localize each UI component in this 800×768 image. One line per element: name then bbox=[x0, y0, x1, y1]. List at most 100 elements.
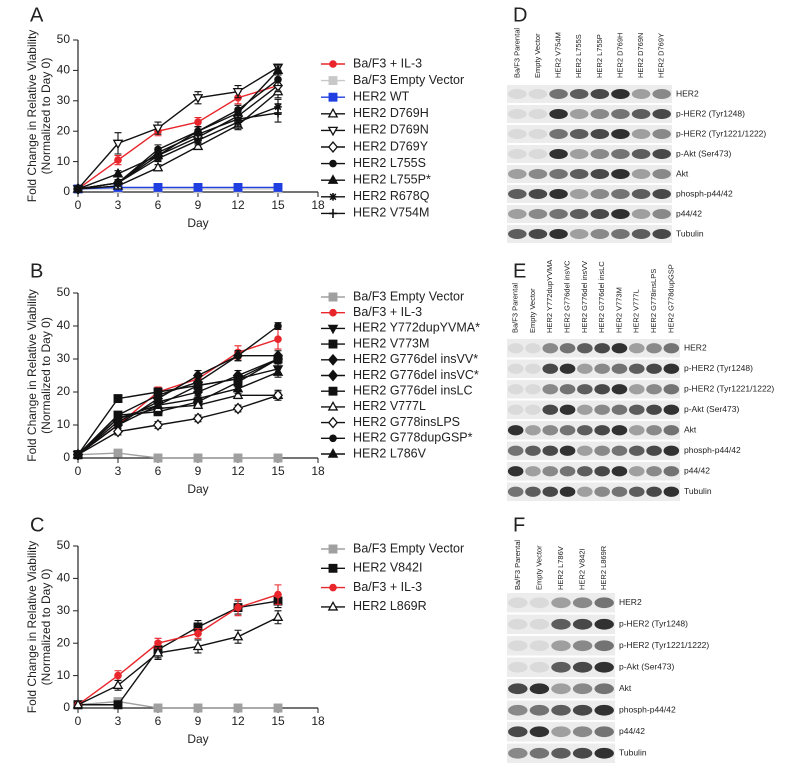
legend-marker bbox=[327, 400, 339, 411]
marker bbox=[152, 399, 164, 409]
blot-band bbox=[507, 404, 524, 415]
marker bbox=[114, 178, 122, 188]
marker bbox=[232, 389, 244, 399]
blot-band bbox=[628, 363, 645, 374]
y-tick-label: 20 bbox=[57, 123, 71, 137]
blot-band bbox=[628, 343, 645, 354]
marker bbox=[274, 590, 282, 599]
band-label: phosph-p44/42 bbox=[676, 188, 733, 198]
blot-band bbox=[631, 129, 651, 139]
blot-band bbox=[508, 149, 527, 159]
legend-label: Ba/F3 Empty Vector bbox=[353, 73, 464, 87]
legend-label: HER2 V754M bbox=[353, 206, 429, 220]
blot-band bbox=[507, 363, 524, 374]
blot-band bbox=[551, 597, 571, 609]
marker bbox=[234, 603, 242, 612]
blot-band bbox=[590, 109, 610, 119]
blot-band bbox=[569, 209, 589, 219]
blot-band bbox=[590, 149, 610, 159]
marker bbox=[272, 611, 284, 621]
lane-label: HER2 L869R bbox=[599, 545, 608, 590]
marker bbox=[234, 114, 242, 124]
lane-label: HER2 D769Y bbox=[657, 33, 666, 78]
blot-band bbox=[572, 704, 593, 716]
blot-band bbox=[628, 384, 645, 395]
lane-label: HER2 G776del insVV bbox=[580, 261, 589, 333]
blot-band bbox=[528, 89, 548, 99]
marker bbox=[154, 639, 162, 647]
series-line bbox=[77, 69, 279, 190]
marker bbox=[194, 118, 202, 126]
legend-marker bbox=[329, 60, 337, 68]
x-tick-label: 6 bbox=[155, 198, 162, 212]
blot-band bbox=[652, 129, 671, 139]
y-tick-label: 10 bbox=[57, 154, 71, 168]
marker bbox=[192, 399, 204, 409]
blot-band bbox=[594, 363, 610, 374]
x-axis-label: Day bbox=[187, 482, 208, 496]
blot-band bbox=[631, 209, 651, 219]
series-line bbox=[77, 325, 279, 456]
blot-band bbox=[611, 404, 628, 415]
blot-band bbox=[525, 486, 541, 497]
legend-label: HER2 L755S bbox=[353, 156, 426, 170]
blot-band bbox=[663, 404, 680, 415]
blot-band bbox=[569, 189, 589, 199]
marker bbox=[112, 139, 124, 150]
blot-band bbox=[559, 486, 576, 497]
series-line bbox=[78, 600, 279, 706]
blot-band bbox=[529, 747, 550, 759]
blot-band bbox=[594, 445, 610, 456]
blot-band bbox=[525, 384, 541, 395]
marker bbox=[232, 630, 244, 641]
band-label: p-HER2 (Tyr1248) bbox=[619, 619, 688, 629]
lane-label: HER2 V754M bbox=[554, 32, 563, 78]
marker bbox=[112, 167, 124, 178]
blot-band bbox=[577, 343, 593, 354]
x-tick-label: 9 bbox=[195, 198, 202, 212]
y-tick-label: 30 bbox=[57, 351, 71, 365]
blot-band bbox=[529, 726, 550, 738]
marker bbox=[154, 147, 162, 158]
blot-band bbox=[569, 129, 589, 139]
marker bbox=[192, 94, 204, 104]
blot-band bbox=[663, 425, 680, 436]
blot-band bbox=[594, 486, 610, 497]
blot-band bbox=[663, 466, 680, 477]
blot-band bbox=[508, 89, 527, 99]
lane-label: HER2 V773M bbox=[614, 287, 623, 333]
blot-band bbox=[569, 149, 589, 159]
legend-marker bbox=[327, 369, 339, 382]
lane-label: HER2 L755S bbox=[574, 34, 583, 78]
band-label: Tubulin bbox=[619, 748, 647, 758]
blot-strip bbox=[507, 125, 672, 143]
marker bbox=[273, 182, 283, 192]
legend-marker bbox=[328, 76, 338, 86]
blot-band bbox=[551, 747, 571, 759]
series-line bbox=[77, 84, 279, 190]
band-label: p-HER2 (Tyr1221/1222) bbox=[676, 128, 766, 138]
marker bbox=[272, 389, 284, 402]
band-label: p44/42 bbox=[619, 726, 645, 736]
blot-band bbox=[646, 404, 662, 415]
blot-strip bbox=[507, 225, 672, 243]
marker bbox=[153, 182, 163, 192]
blot-band bbox=[529, 640, 550, 652]
band-label: phosph-p44/42 bbox=[619, 705, 676, 715]
band-label: Tubulin bbox=[676, 228, 704, 238]
marker bbox=[273, 453, 283, 463]
blot-band bbox=[628, 486, 645, 497]
blot-band bbox=[631, 89, 651, 99]
blot-band bbox=[611, 229, 630, 239]
marker bbox=[234, 351, 242, 360]
blot-band bbox=[652, 169, 671, 179]
blot-band bbox=[577, 425, 593, 436]
blot-band bbox=[663, 343, 680, 354]
legend-label: Ba/F3 Empty Vector bbox=[353, 289, 464, 303]
blot-band bbox=[525, 363, 541, 374]
x-tick-label: 0 bbox=[75, 464, 82, 478]
band-label: p-Akt (Ser473) bbox=[619, 662, 674, 672]
blot-band bbox=[529, 661, 550, 673]
marker bbox=[233, 453, 243, 463]
blot-band bbox=[542, 343, 559, 354]
